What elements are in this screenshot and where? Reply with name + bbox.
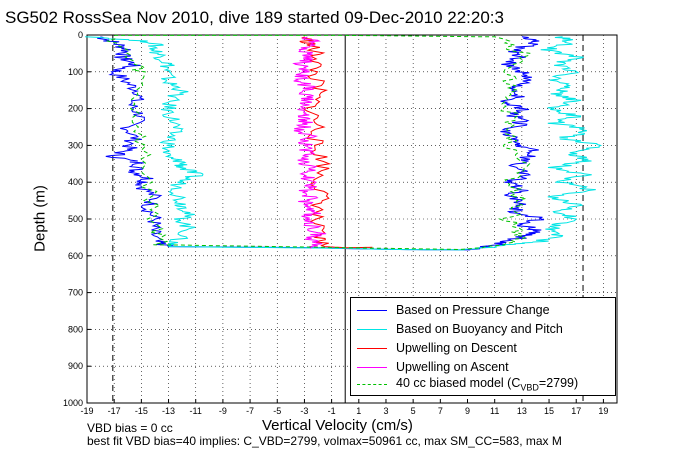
series-line-4 (105, 34, 532, 251)
y-tick-labels: 0 100 200 300 400 500 600 700 800 900 1000 (63, 30, 83, 408)
x-tick-label: 1 (356, 406, 361, 416)
legend-swatch (357, 383, 387, 385)
x-tick-label: -19 (80, 406, 93, 416)
series-line-1 (85, 36, 603, 251)
x-tick-label: 13 (517, 406, 527, 416)
series-group (85, 34, 603, 251)
x-tick-label: 5 (411, 406, 416, 416)
chart-legend: Based on Pressure Change Based on Buoyan… (350, 297, 616, 396)
x-tick-label: -3 (300, 406, 308, 416)
legend-label: Based on Buoyancy and Pitch (396, 322, 563, 336)
legend-swatch (357, 366, 387, 368)
x-tick-label: 7 (438, 406, 443, 416)
y-axis-label: Depth (m) (31, 185, 49, 252)
chart-title: SG502 RossSea Nov 2010, dive 189 started… (5, 8, 504, 27)
x-tick-label: -1 (328, 406, 336, 416)
y-tick-label: 600 (68, 251, 83, 261)
x-tick-label: -11 (190, 406, 202, 416)
legend-item-ascent: Upwelling on Ascent (357, 358, 509, 376)
x-tick-label: 11 (490, 406, 499, 416)
legend-item-pressure: Based on Pressure Change (357, 301, 550, 319)
x-tick-label: -7 (246, 406, 254, 416)
series-line-0 (97, 36, 545, 251)
x-tick-label: 3 (383, 406, 388, 416)
legend-swatch (357, 309, 387, 311)
series-line-2 (299, 36, 373, 249)
series-line-3 (292, 36, 327, 249)
legend-swatch (357, 328, 387, 330)
x-tick-label: -13 (162, 406, 175, 416)
x-tick-label: 15 (544, 406, 554, 416)
legend-swatch (357, 347, 387, 349)
y-tick-label: 800 (68, 324, 83, 334)
y-tick-label: 100 (68, 67, 83, 77)
x-axis-label: Vertical Velocity (cm/s) (262, 417, 413, 434)
footer-vbd-bias: VBD bias = 0 cc (87, 421, 173, 435)
legend-item-model: 40 cc biased model (CVBD=2799) (357, 375, 578, 393)
reference-lines (112, 35, 584, 403)
legend-label: 40 cc biased model (CVBD=2799) (396, 375, 579, 393)
x-tick-label: -17 (108, 406, 121, 416)
y-tick-label: 200 (68, 104, 83, 114)
y-tick-label: 300 (68, 140, 83, 150)
y-tick-label: 0 (78, 30, 83, 40)
footer-best-fit: best fit VBD bias=40 implies: C_VBD=2799… (87, 434, 562, 448)
y-tick-label: 500 (68, 214, 83, 224)
x-tick-label: 17 (571, 406, 581, 416)
legend-item-descent: Upwelling on Descent (357, 339, 517, 357)
y-tick-label: 400 (68, 177, 83, 187)
legend-label: Upwelling on Ascent (396, 360, 509, 374)
x-tick-label: -15 (135, 406, 148, 416)
x-tick-label: 9 (465, 406, 470, 416)
x-tick-label: -9 (219, 406, 227, 416)
legend-label: Upwelling on Descent (396, 341, 517, 355)
y-tick-label: 900 (68, 361, 83, 371)
x-tick-label: 19 (598, 406, 608, 416)
y-tick-label: 1000 (63, 398, 83, 408)
x-tick-label: -5 (273, 406, 281, 416)
legend-label: Based on Pressure Change (396, 303, 550, 317)
legend-item-buoyancy: Based on Buoyancy and Pitch (357, 320, 563, 338)
x-tick-labels: -19 -17 -15 -13 -11 -9 -7 -5 -3 -1 1 3 5 7 9 11 13 15 17 19 (80, 406, 608, 416)
y-tick-label: 700 (68, 288, 83, 298)
